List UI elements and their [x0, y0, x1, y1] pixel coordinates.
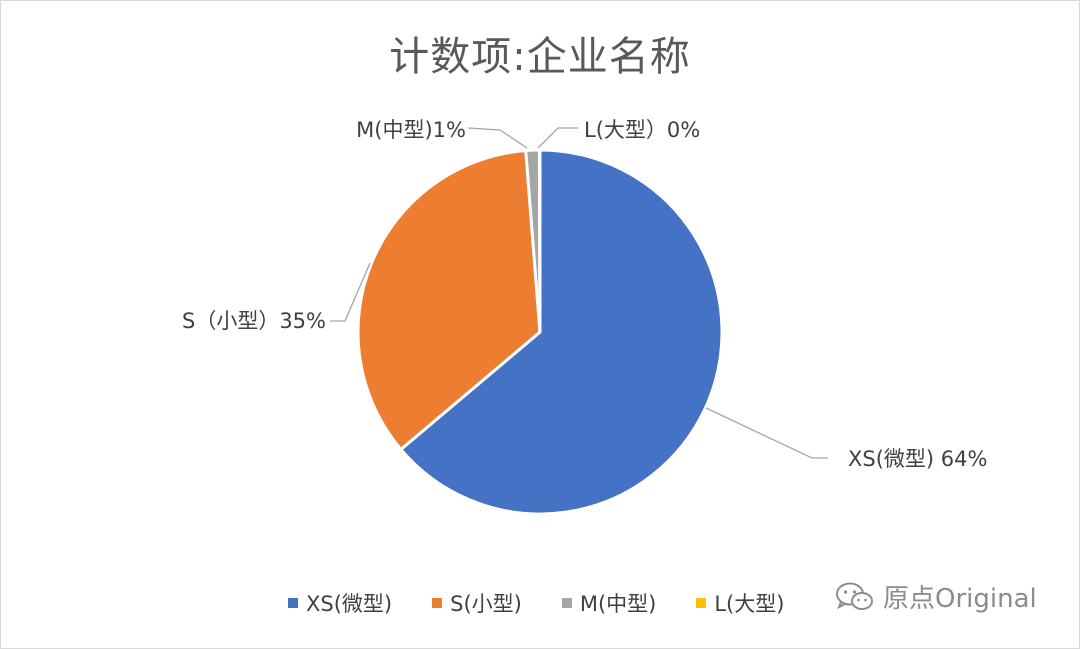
- legend-item-m: M(中型): [561, 588, 657, 618]
- chart-title: 计数项:企业名称: [389, 34, 691, 80]
- legend-label: M(中型): [579, 592, 657, 616]
- legend-item-l: L(大型): [696, 588, 784, 618]
- data-label-l: L(大型）0%: [584, 118, 700, 142]
- pie-slice-xs: [398, 148, 724, 516]
- watermark: 原点Original: [835, 578, 1037, 615]
- legend-label: S(小型): [450, 592, 522, 616]
- legend-label: XS(微型): [306, 592, 393, 616]
- pie-slice-l: [537, 148, 542, 333]
- leader-line-s: [330, 262, 371, 322]
- watermark-text: 原点Original: [883, 584, 1037, 614]
- legend-swatch: [432, 598, 443, 608]
- legend-item-xs: XS(微型): [288, 588, 392, 618]
- leader-line-m: [467, 127, 528, 149]
- pie-slice-s: [356, 148, 542, 452]
- wechat-icon: [836, 582, 873, 610]
- legend-item-s: S(小型): [432, 588, 522, 618]
- data-label-xs: XS(微型) 64%: [848, 447, 987, 471]
- data-label-m: M(中型)1%: [356, 118, 466, 142]
- chart-legend: XS(微型) S(小型) M(中型) L(大型): [288, 588, 824, 618]
- legend-swatch: [696, 598, 707, 608]
- leader-line-xs: [705, 407, 828, 459]
- leader-line-l: [537, 127, 578, 149]
- legend-swatch: [288, 598, 298, 608]
- data-label-s: S（小型）35%: [182, 309, 326, 333]
- legend-swatch: [561, 598, 572, 608]
- legend-label: L(大型): [714, 592, 785, 616]
